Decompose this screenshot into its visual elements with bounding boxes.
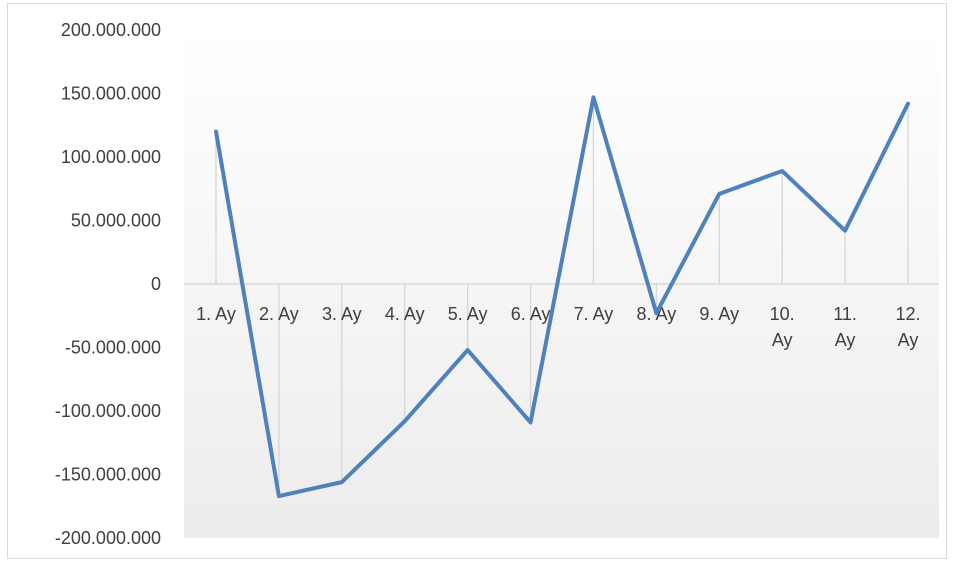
x-axis-category-labels: 1. Ay 2. Ay 3. Ay 4. Ay 5. Ay 6. Ay 7. Ay 8. Ay…	[196, 304, 920, 350]
x-category-label: 10. Ay	[770, 304, 795, 350]
x-category-label: 2. Ay	[259, 304, 299, 324]
y-tick-label: -100.000.000	[55, 401, 161, 421]
x-category-label: 6. Ay	[511, 304, 551, 324]
x-category-label: 5. Ay	[448, 304, 488, 324]
y-tick-label: 0	[151, 274, 161, 294]
y-tick-label: 50.000.000	[71, 211, 161, 231]
y-tick-label: -150.000.000	[55, 465, 161, 485]
y-tick-label: 150.000.000	[61, 84, 161, 104]
x-category-label: 3. Ay	[322, 304, 362, 324]
y-tick-label: 200.000.000	[61, 20, 161, 40]
x-category-label: 7. Ay	[574, 304, 614, 324]
series-line	[214, 95, 910, 499]
x-category-label: 4. Ay	[385, 304, 425, 324]
x-category-label: 9. Ay	[699, 304, 739, 324]
line-chart: 200.000.000 150.000.000 100.000.000 50.000.…	[55, 20, 939, 548]
y-tick-label: -50.000.000	[65, 338, 161, 358]
x-category-label: 11. Ay	[833, 304, 857, 350]
y-tick-label: 100.000.000	[61, 147, 161, 167]
chart-frame: 200.000.000 150.000.000 100.000.000 50.000.…	[7, 3, 947, 559]
drop-lines	[215, 97, 909, 497]
y-tick-label: -200.000.000	[55, 528, 161, 548]
x-category-label: 12. Ay	[895, 304, 920, 350]
y-axis-tick-labels: 200.000.000 150.000.000 100.000.000 50.000.…	[55, 20, 161, 548]
x-category-label: 1. Ay	[196, 304, 236, 324]
